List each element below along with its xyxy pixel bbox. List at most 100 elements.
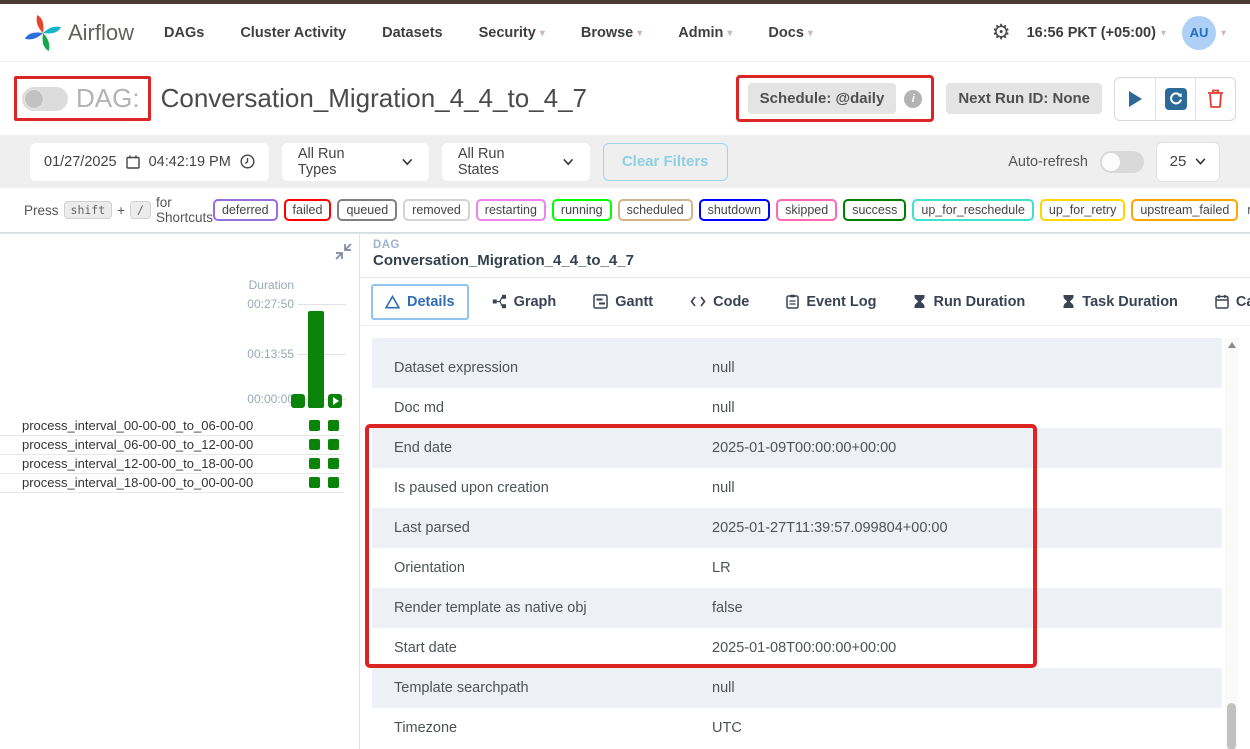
collapse-panel-icon[interactable]	[335, 243, 352, 260]
nav-menu-item[interactable]: Docs ▾	[768, 24, 813, 41]
airflow-brand[interactable]: Airflow	[24, 14, 134, 52]
dag-pause-toggle[interactable]	[22, 86, 68, 111]
navbar-right: ⚙ 16:56 PKT (+05:00) ▾ AU ▾	[991, 15, 1226, 50]
shortcut-hint: Press shift + / for Shortcuts	[24, 195, 213, 225]
table-scrollbar[interactable]	[1225, 338, 1238, 749]
task-instance-square[interactable]	[309, 458, 320, 469]
nav-menu-item[interactable]: Datasets ▾	[382, 24, 443, 41]
navbar: Airflow DAGs ▾ Cluster Activity ▾ Datase…	[0, 4, 1250, 62]
state-badge[interactable]: upstream_failed	[1131, 199, 1239, 221]
user-menu[interactable]: AU ▾	[1181, 15, 1226, 50]
task-row[interactable]: process_interval_06-00-00_to_12-00-00	[0, 436, 344, 455]
clear-filters-button[interactable]: Clear Filters	[602, 142, 728, 181]
chevron-down-icon: ▾	[539, 28, 545, 39]
dag-run-square[interactable]	[291, 394, 305, 408]
filter-bar: 01/27/2025 04:42:19 PM All Run Types All…	[0, 135, 1250, 188]
detail-value: null	[712, 480, 735, 496]
state-badge[interactable]: restarting	[475, 199, 546, 221]
tab-details[interactable]: Details	[371, 283, 469, 320]
tab-graph[interactable]: Graph	[478, 284, 571, 320]
state-badge[interactable]: up_for_retry	[1039, 199, 1126, 221]
run-types-select[interactable]: All Run Types	[281, 142, 429, 181]
task-instance-square[interactable]	[328, 439, 339, 450]
delete-dag-button[interactable]	[1195, 77, 1235, 120]
tab-calendar[interactable]: Calendar	[1201, 284, 1250, 320]
clock-text: 16:56 PKT (+05:00)	[1026, 24, 1156, 41]
play-icon	[333, 397, 339, 405]
task-instance-square[interactable]	[309, 420, 320, 431]
nav-menu-item[interactable]: DAGs ▾	[164, 24, 205, 41]
nav-menu-item[interactable]: Browse ▾	[580, 24, 643, 41]
brand-name: Airflow	[68, 19, 135, 45]
main-content: Duration 00:27:50 00:13:55 00:00:00 proc…	[0, 233, 1250, 749]
code-icon	[690, 296, 706, 307]
detail-key: End date	[394, 440, 453, 456]
task-instance-square[interactable]	[328, 420, 339, 431]
task-row[interactable]: process_interval_18-00-00_to_00-00-00	[0, 474, 344, 493]
gear-icon[interactable]: ⚙	[991, 21, 1011, 44]
state-badge[interactable]: skipped	[776, 199, 838, 221]
state-badge[interactable]: deferred	[212, 199, 278, 221]
toggle-knob	[1102, 152, 1120, 171]
annotation-box-dag-toggle: DAG:	[14, 76, 151, 121]
detail-key: Orientation	[394, 560, 465, 576]
calendar-icon	[1215, 294, 1229, 309]
tab-run-duration[interactable]: Run Duration	[899, 284, 1039, 320]
state-badge[interactable]: running	[551, 199, 612, 221]
reparse-dag-button[interactable]	[1155, 77, 1195, 120]
nav-menu-item[interactable]: Security ▾	[478, 24, 545, 41]
shift-key: shift	[63, 201, 113, 219]
chevron-down-icon: ▾	[807, 28, 813, 39]
state-badge[interactable]: no_status	[1244, 201, 1250, 219]
detail-key: Timezone	[394, 720, 458, 736]
task-instance-square[interactable]	[309, 477, 320, 488]
chevron-down-icon	[563, 158, 574, 165]
state-badge[interactable]: failed	[283, 199, 332, 221]
task-instance-square[interactable]	[328, 477, 339, 488]
chevron-down-icon: ▾	[1160, 28, 1166, 39]
state-badge[interactable]: scheduled	[617, 199, 693, 221]
task-row[interactable]: process_interval_12-00-00_to_18-00-00	[0, 455, 344, 474]
state-badge[interactable]: removed	[403, 199, 470, 221]
nav-menu-item[interactable]: Cluster Activity ▾	[240, 24, 347, 41]
tab-task-duration[interactable]: Task Duration	[1048, 284, 1192, 320]
grid-panel: Duration 00:27:50 00:13:55 00:00:00 proc…	[0, 234, 360, 749]
detail-row: Orientation LR	[372, 548, 1222, 588]
page-size-select[interactable]: 25	[1156, 141, 1220, 182]
clock-menu[interactable]: 16:56 PKT (+05:00) ▾	[1027, 25, 1166, 41]
tab-gantt[interactable]: Gantt	[579, 284, 667, 320]
scroll-up-arrow-icon[interactable]	[1228, 342, 1236, 348]
chevron-down-icon	[1195, 158, 1206, 165]
state-badge[interactable]: shutdown	[698, 199, 771, 221]
dag-run-duration-bar[interactable]	[308, 311, 324, 408]
axis-tick: 00:00:00	[247, 392, 294, 406]
state-badge[interactable]: success	[843, 199, 907, 221]
legend-row: Press shift + / for Shortcuts deferred f…	[0, 188, 1250, 233]
detail-value: false	[712, 600, 743, 616]
task-instance-square[interactable]	[328, 458, 339, 469]
task-instance-square[interactable]	[309, 439, 320, 450]
state-legend: deferred failed queued removed restartin…	[212, 199, 1250, 221]
detail-key: Is paused upon creation	[394, 480, 549, 496]
task-row[interactable]: process_interval_00-00-00_to_06-00-00	[0, 417, 344, 436]
auto-refresh-toggle[interactable]	[1100, 150, 1144, 173]
run-states-select[interactable]: All Run States	[441, 142, 590, 181]
detail-value: 2025-01-09T00:00:00+00:00	[712, 440, 897, 456]
state-badge[interactable]: up_for_reschedule	[912, 199, 1034, 221]
detail-key: Start date	[394, 640, 457, 656]
nav-menu-item[interactable]: Admin ▾	[678, 24, 733, 41]
refresh-icon	[1164, 87, 1187, 110]
scrollbar-thumb[interactable]	[1227, 703, 1236, 749]
dag-title-row: DAG: Conversation_Migration_4_4_to_4_7 S…	[0, 62, 1250, 135]
trigger-dag-button[interactable]	[1115, 78, 1155, 120]
tab-code[interactable]: Code	[676, 284, 763, 320]
base-date-input[interactable]: 01/27/2025 04:42:19 PM	[30, 142, 269, 181]
dag-run-square-manual[interactable]	[328, 394, 342, 408]
detail-row: End date 2025-01-09T00:00:00+00:00	[372, 428, 1222, 468]
slash-key: /	[130, 201, 151, 219]
state-badge[interactable]: queued	[337, 199, 398, 221]
tab-event-log[interactable]: Event Log	[772, 284, 890, 320]
annotation-box-schedule: Schedule: @daily i	[735, 75, 935, 122]
info-icon[interactable]: i	[904, 89, 923, 108]
details-panel: DAG Conversation_Migration_4_4_to_4_7 De…	[361, 234, 1250, 749]
